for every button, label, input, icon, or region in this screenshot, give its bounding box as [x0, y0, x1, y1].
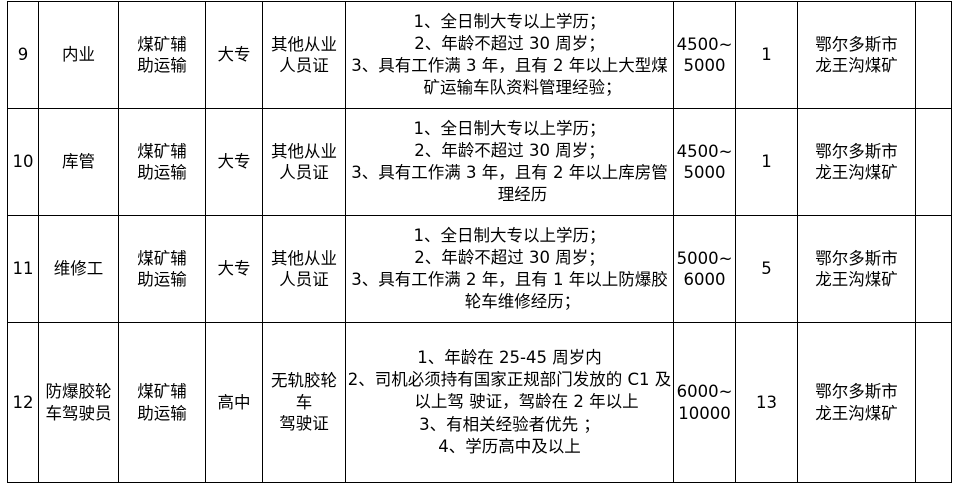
unit_lines-line: 龙王沟煤矿 [815, 270, 898, 289]
type_lines-line: 助运输 [137, 56, 187, 75]
cell-work-category: 煤矿辅 助运输 [118, 215, 206, 323]
requirement-item: 2、司机必须持有国家正规部门发放的 C1 及以上驾 驶证，驾龄在 2 年以上 [347, 370, 672, 412]
requirement-item: 2、年龄不超过 30 周岁； [414, 33, 605, 53]
cell-certificate: 其他从业 人员证 [262, 1, 346, 109]
cell-requirements: 1、年龄在 25-45 周岁内 2、司机必须持有国家正规部门发放的 C1 及以上驾… [345, 322, 674, 483]
unit_lines-line: 鄂尔多斯市 [815, 248, 898, 268]
cell-salary-range: 4500~5000 [673, 108, 736, 216]
type_lines-line: 助运输 [137, 163, 187, 182]
unit_lines-line: 鄂尔多斯市 [815, 141, 898, 161]
cell-education: 大专 [205, 108, 263, 216]
requirement-item: 1、全日制大专以上学历； [413, 11, 606, 31]
requirement-item: 3、有相关经验者优先 ； [419, 414, 600, 434]
unit_lines-line: 龙王沟煤矿 [815, 56, 898, 75]
cell-headcount: 1 [735, 108, 798, 216]
cell-requirements: 1、全日制大专以上学历； 2、年龄不超过 30 周岁； 3、具有工作满 3 年，且有… [345, 1, 674, 109]
requirement-list: 1、全日制大专以上学历； 2、年龄不超过 30 周岁； 3、具有工作满 3 年，且有… [346, 118, 673, 207]
cell-blank [915, 108, 952, 216]
type_lines-line: 助运输 [137, 403, 187, 423]
table-row: 9 内业 煤矿辅 助运输 大专 其他从业 人员证 1、全日制大专以上学历； 2、年龄不超过 30… [7, 1, 952, 109]
requirement-item: 3、具有工作满 2 年，且有 1 年以上防爆胶轮车维修经历； [351, 270, 668, 312]
cell-certificate: 其他从业 人员证 [262, 215, 346, 323]
cell-work-category: 煤矿辅 助运输 [118, 322, 206, 483]
requirement-item: 2、年龄不超过 30 周岁； [414, 247, 605, 267]
cell-headcount: 1 [735, 1, 798, 109]
cell-sequence-number: 10 [7, 108, 39, 216]
cell-certificate: 无轨胶轮车驾驶证 [262, 322, 346, 483]
requirement-list: 1、年龄在 25-45 周岁内 2、司机必须持有国家正规部门发放的 C1 及以上驾… [346, 347, 673, 458]
type_lines-line: 煤矿辅 [137, 248, 187, 268]
recruitment-table: 9 内业 煤矿辅 助运输 大专 其他从业 人员证 1、全日制大专以上学历； 2、年龄不超过 30… [7, 1, 952, 483]
type_lines-line: 助运输 [137, 270, 187, 289]
cell-headcount: 13 [735, 322, 798, 483]
unit_lines-line: 鄂尔多斯市 [815, 34, 898, 54]
certificate_lines-line: 人员证 [279, 56, 329, 75]
certificate_lines-line: 车 [295, 392, 313, 412]
cell-position-name: 内业 [38, 1, 119, 109]
requirement-item: 1、全日制大专以上学历； [413, 225, 606, 245]
certificate_lines-line: 人员证 [279, 270, 329, 289]
certificate_lines-line: 其他从业 [271, 141, 337, 161]
cell-blank [915, 322, 952, 483]
cell-employer: 鄂尔多斯市 龙王沟煤矿 [797, 322, 916, 483]
unit_lines-line: 鄂尔多斯市 [815, 382, 898, 402]
cell-position-name: 防爆胶轮车驾驶员 [38, 322, 119, 483]
cell-salary-range: 4500~5000 [673, 1, 736, 109]
cell-employer: 鄂尔多斯市龙王沟煤矿 [797, 108, 916, 216]
cell-headcount: 5 [735, 215, 798, 323]
requirement-item: 2、年龄不超过 30 周岁； [414, 140, 605, 160]
certificate_lines-line: 驾驶证 [279, 414, 329, 434]
certificate_lines-line: 人员证 [279, 163, 329, 182]
cell-work-category: 煤矿辅 助运输 [118, 108, 206, 216]
cell-blank [915, 215, 952, 323]
table-row: 11 维修工 煤矿辅 助运输 大专 其他从业 人员证 1、全日制大专以上学历； 2、年龄不超过 … [7, 215, 952, 323]
requirement-item: 3、具有工作满 3 年，且有 2 年以上库房管理经历 [351, 163, 668, 205]
cell-position-name: 库管 [38, 108, 119, 216]
unit_lines-line: 龙王沟煤矿 [815, 403, 898, 423]
certificate_lines-line: 其他从业 [271, 34, 337, 54]
type_lines-line: 煤矿辅 [137, 34, 187, 54]
cell-position-name: 维修工 [38, 215, 119, 323]
cell-certificate: 其他从业 人员证 [262, 108, 346, 216]
table-row: 12 防爆胶轮车驾驶员 煤矿辅 助运输 高中 无轨胶轮车驾驶证 1、年龄在 25-45 周岁… [7, 322, 952, 483]
table-row: 10 库管 煤矿辅 助运输 大专 其他从业 人员证 1、全日制大专以上学历； 2、年龄不超过 3… [7, 108, 952, 216]
type_lines-line: 煤矿辅 [137, 141, 187, 161]
cell-employer: 鄂尔多斯市龙王沟煤矿 [797, 1, 916, 109]
cell-blank [915, 1, 952, 109]
type_lines-line: 煤矿辅 [137, 382, 187, 402]
cell-education: 大专 [205, 1, 263, 109]
certificate_lines-line: 其他从业 [271, 248, 337, 268]
table-body: 9 内业 煤矿辅 助运输 大专 其他从业 人员证 1、全日制大专以上学历； 2、年龄不超过 30… [7, 1, 952, 483]
cell-salary-range: 6000~10000 [673, 322, 736, 483]
requirement-item: 4、学历高中及以上 [438, 436, 581, 456]
cell-work-category: 煤矿辅 助运输 [118, 1, 206, 109]
unit_lines-line: 龙王沟煤矿 [815, 163, 898, 182]
cell-salary-range: 5000~6000 [673, 215, 736, 323]
cell-sequence-number: 11 [7, 215, 39, 323]
requirement-list: 1、全日制大专以上学历； 2、年龄不超过 30 周岁； 3、具有工作满 2 年，且有… [346, 225, 673, 314]
requirement-list: 1、全日制大专以上学历； 2、年龄不超过 30 周岁； 3、具有工作满 3 年，且有… [346, 11, 673, 100]
cell-requirements: 1、全日制大专以上学历； 2、年龄不超过 30 周岁； 3、具有工作满 3 年，且有… [345, 108, 674, 216]
cell-education: 大专 [205, 215, 263, 323]
cell-sequence-number: 12 [7, 322, 39, 483]
cell-sequence-number: 9 [7, 1, 39, 109]
cell-requirements: 1、全日制大专以上学历； 2、年龄不超过 30 周岁； 3、具有工作满 2 年，且有… [345, 215, 674, 323]
requirement-item: 3、具有工作满 3 年，且有 2 年以上大型煤矿运输车队资料管理经验； [351, 56, 668, 98]
requirement-item: 1、全日制大专以上学历； [413, 118, 606, 138]
certificate_lines-line: 无轨胶轮 [271, 371, 337, 391]
requirement-item: 1、年龄在 25-45 周岁内 [417, 348, 602, 368]
cell-employer: 鄂尔多斯市龙王沟煤矿 [797, 215, 916, 323]
cell-education: 高中 [205, 322, 263, 483]
